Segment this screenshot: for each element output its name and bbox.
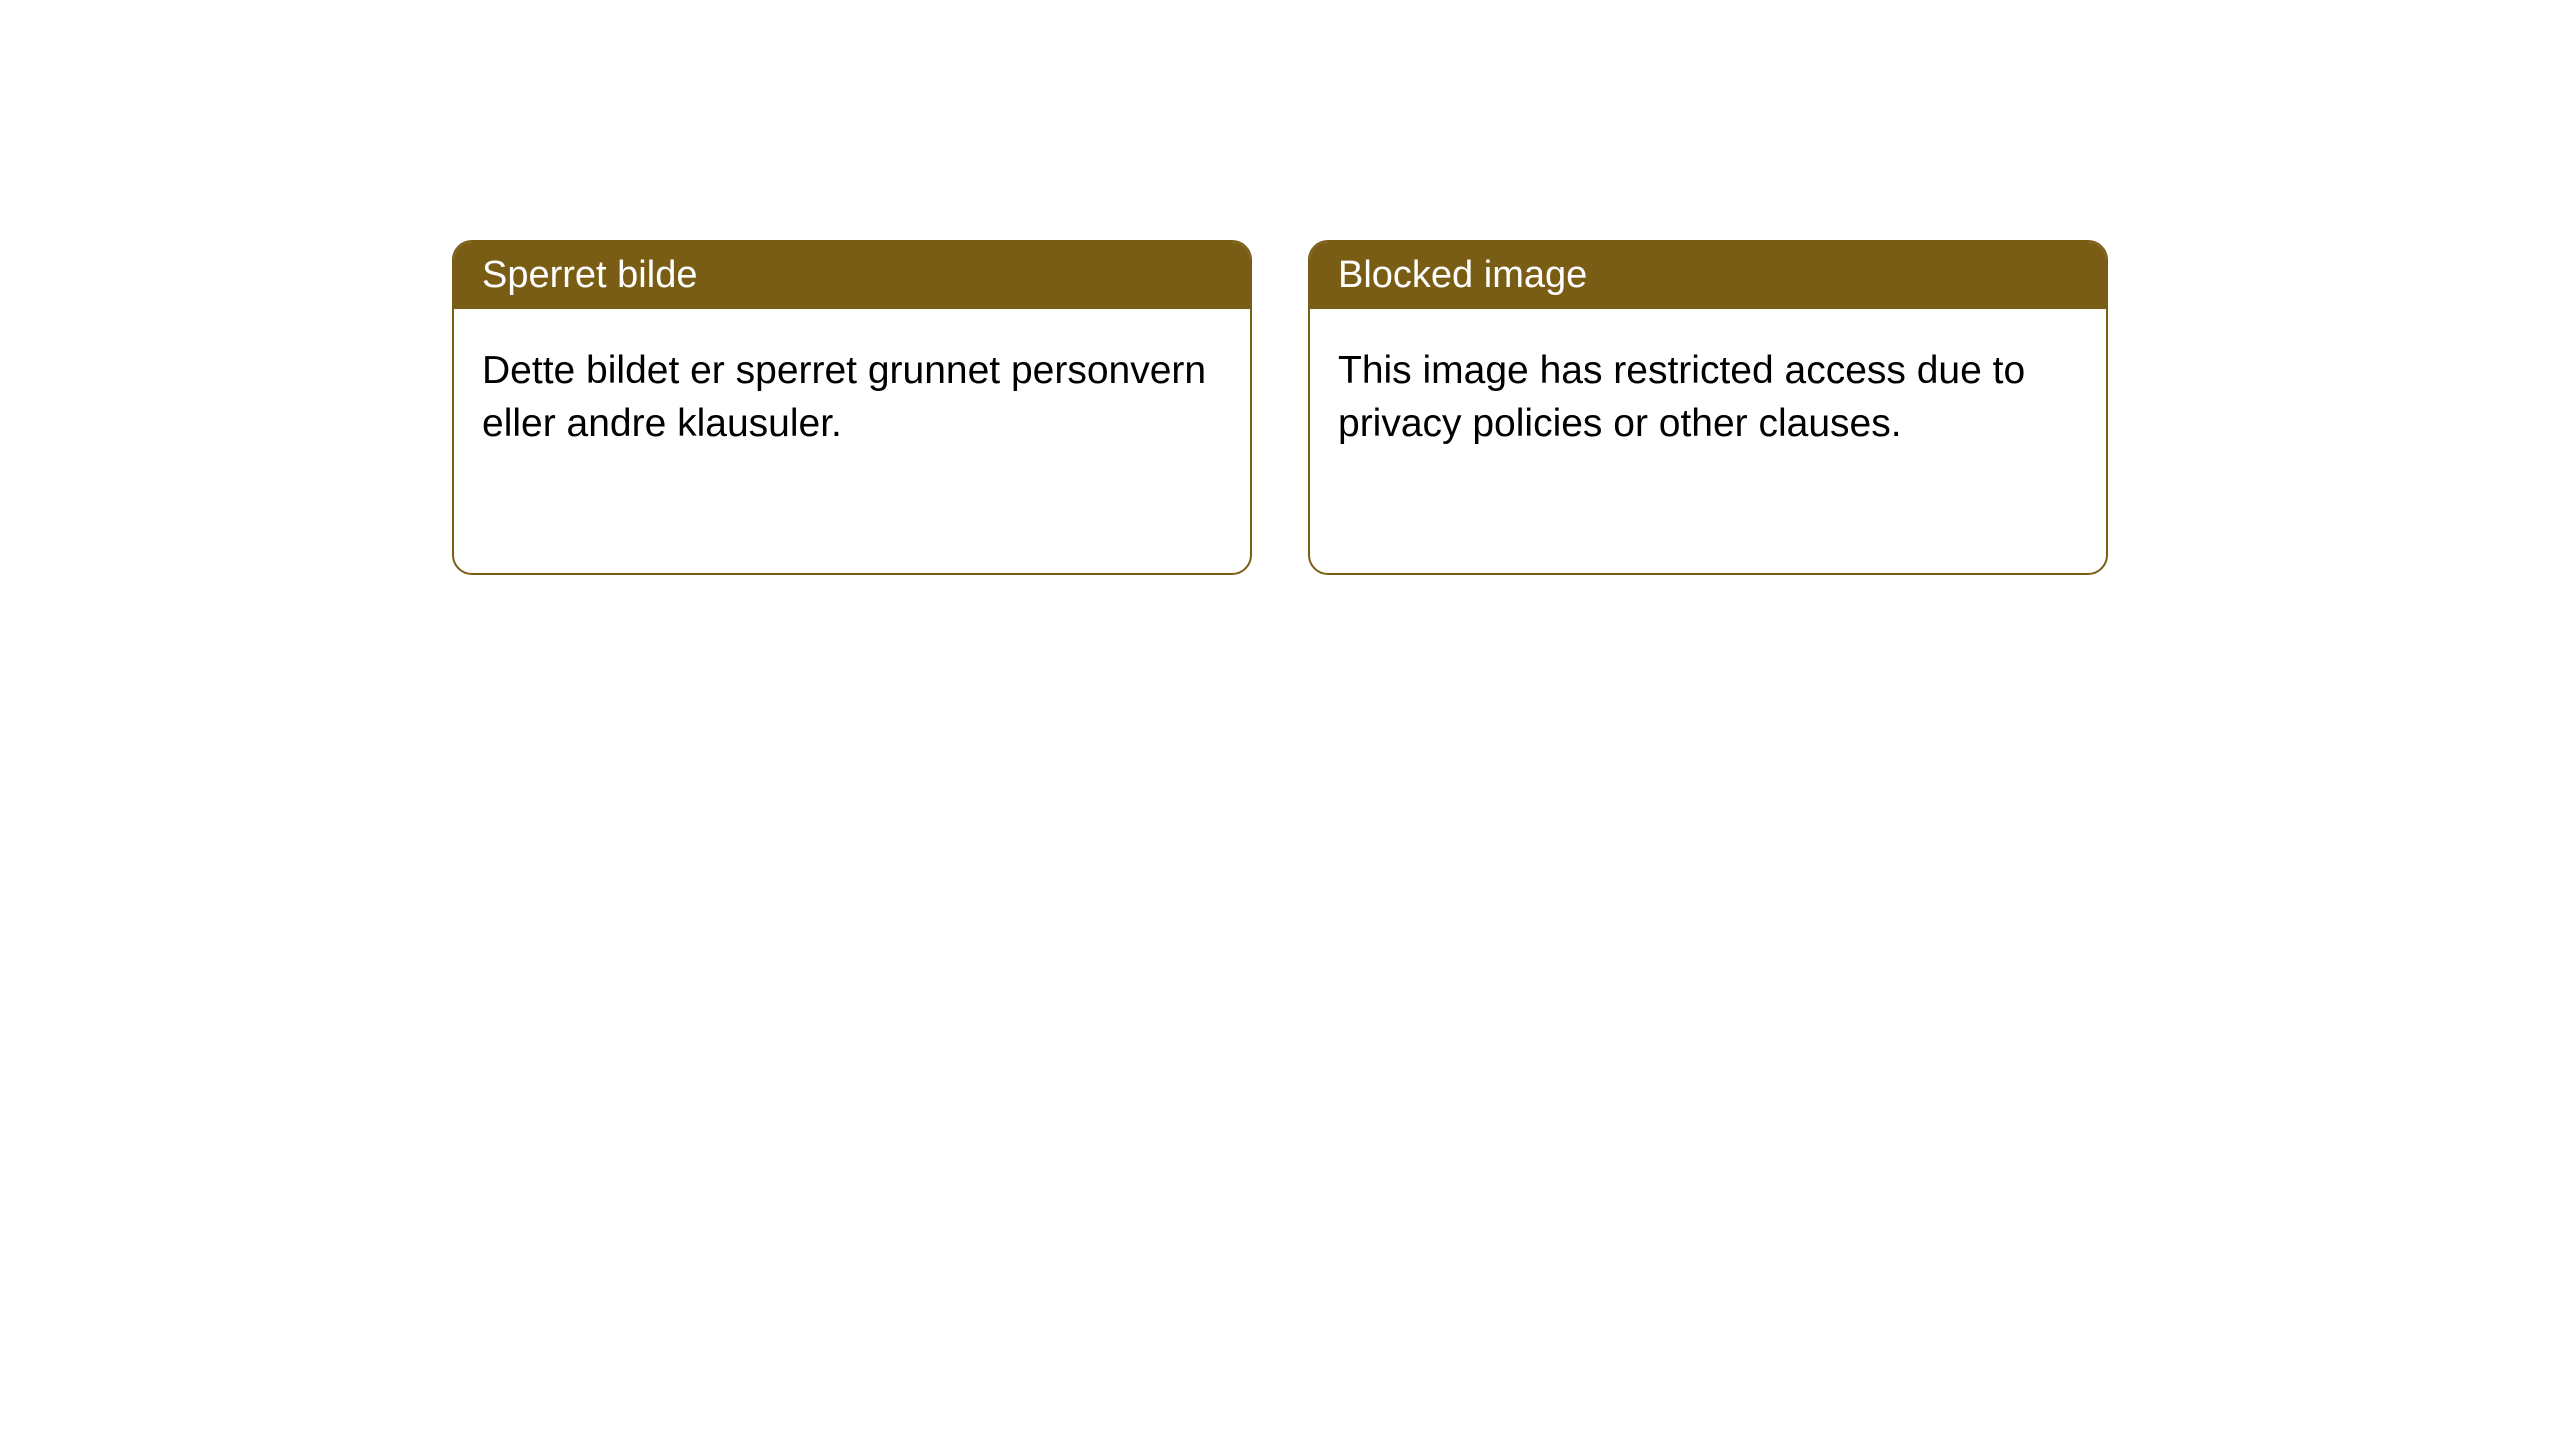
notice-body-norwegian: Dette bildet er sperret grunnet personve… [454,309,1250,486]
notice-body-english: This image has restricted access due to … [1310,309,2106,486]
notice-card-norwegian: Sperret bilde Dette bildet er sperret gr… [452,240,1252,575]
notice-header-norwegian: Sperret bilde [454,242,1250,309]
notice-card-english: Blocked image This image has restricted … [1308,240,2108,575]
notice-header-english: Blocked image [1310,242,2106,309]
notice-container: Sperret bilde Dette bildet er sperret gr… [452,240,2108,575]
